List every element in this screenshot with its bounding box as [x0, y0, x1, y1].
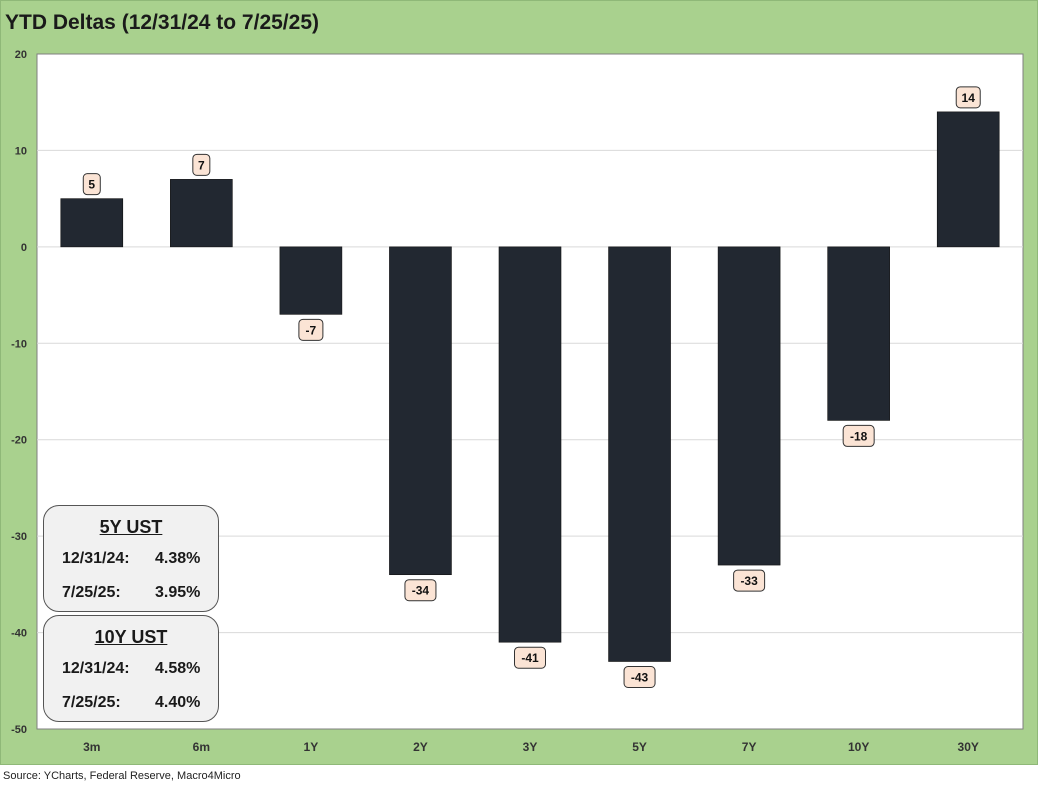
x-tick-label: 1Y — [304, 740, 319, 754]
x-tick-label: 7Y — [742, 740, 757, 754]
data-label: -41 — [521, 651, 539, 665]
bar-3y — [498, 246, 562, 643]
info-box-row-label: 7/25/25: — [62, 584, 121, 601]
info-box-row-value: 4.40% — [155, 694, 201, 711]
bar-1y — [279, 246, 343, 315]
y-tick-label: 20 — [15, 49, 27, 61]
y-tick-label: -10 — [11, 338, 27, 350]
data-label: -43 — [631, 671, 649, 685]
info-box-row: 7/25/25: 4.40% — [62, 694, 200, 712]
data-label-box — [733, 569, 766, 592]
data-label: -7 — [306, 323, 317, 337]
data-label-box — [192, 153, 211, 176]
data-label-box — [955, 86, 981, 109]
info-box-row-value: 4.58% — [155, 660, 201, 677]
data-label: 7 — [198, 158, 205, 172]
info-box-5y-ust: 5Y UST 12/31/24: 4.38% 7/25/25: 3.95% — [43, 505, 219, 612]
data-label-box — [298, 318, 324, 341]
info-box-row-label: 12/31/24: — [62, 550, 130, 567]
data-label: 14 — [962, 91, 976, 105]
x-tick-label: 3m — [83, 740, 100, 754]
data-label: -18 — [850, 429, 868, 443]
chart-title: YTD Deltas (12/31/24 to 7/25/25) — [5, 11, 319, 34]
y-tick-label: -30 — [11, 531, 27, 543]
info-box-row: 12/31/24: 4.38% — [62, 550, 200, 568]
info-box-row-label: 12/31/24: — [62, 660, 130, 677]
data-label: -34 — [412, 584, 430, 598]
data-label-box — [82, 173, 101, 196]
x-tick-label: 10Y — [848, 740, 869, 754]
source-note: Source: YCharts, Federal Reserve, Macro4… — [3, 770, 241, 782]
y-tick-label: -20 — [11, 435, 27, 447]
data-label-box — [842, 424, 875, 447]
bar-3m — [60, 198, 124, 248]
data-label: -33 — [740, 574, 758, 588]
bar-6m — [170, 179, 233, 248]
x-tick-label: 6m — [193, 740, 210, 754]
bar-2y — [389, 246, 452, 576]
bar-10y — [827, 246, 890, 421]
info-box-row: 12/31/24: 4.58% — [62, 660, 200, 678]
bar-7y — [717, 246, 781, 566]
y-tick-label: 10 — [15, 145, 27, 157]
data-label-box — [404, 579, 437, 602]
bar-5y — [608, 246, 671, 662]
x-tick-label: 3Y — [523, 740, 538, 754]
info-box-row-value: 3.95% — [155, 584, 201, 601]
x-tick-label: 2Y — [413, 740, 428, 754]
info-box-row: 7/25/25: 3.95% — [62, 584, 200, 602]
info-box-10y-ust: 10Y UST 12/31/24: 4.58% 7/25/25: 4.40% — [43, 615, 219, 722]
info-box-header: 10Y UST — [94, 627, 168, 647]
info-box-row-value: 4.38% — [155, 550, 201, 567]
y-tick-label: 0 — [21, 242, 27, 254]
x-tick-label: 5Y — [632, 740, 647, 754]
data-label-box — [623, 666, 656, 688]
data-label: 5 — [88, 178, 95, 192]
info-box-row-label: 7/25/25: — [62, 694, 121, 711]
bar-30y — [936, 111, 1000, 248]
info-box-header: 5Y UST — [99, 517, 163, 537]
data-label-box — [514, 646, 546, 669]
x-tick-label: 30Y — [958, 740, 979, 754]
y-tick-label: -40 — [11, 628, 27, 640]
y-tick-label: -50 — [11, 724, 27, 736]
